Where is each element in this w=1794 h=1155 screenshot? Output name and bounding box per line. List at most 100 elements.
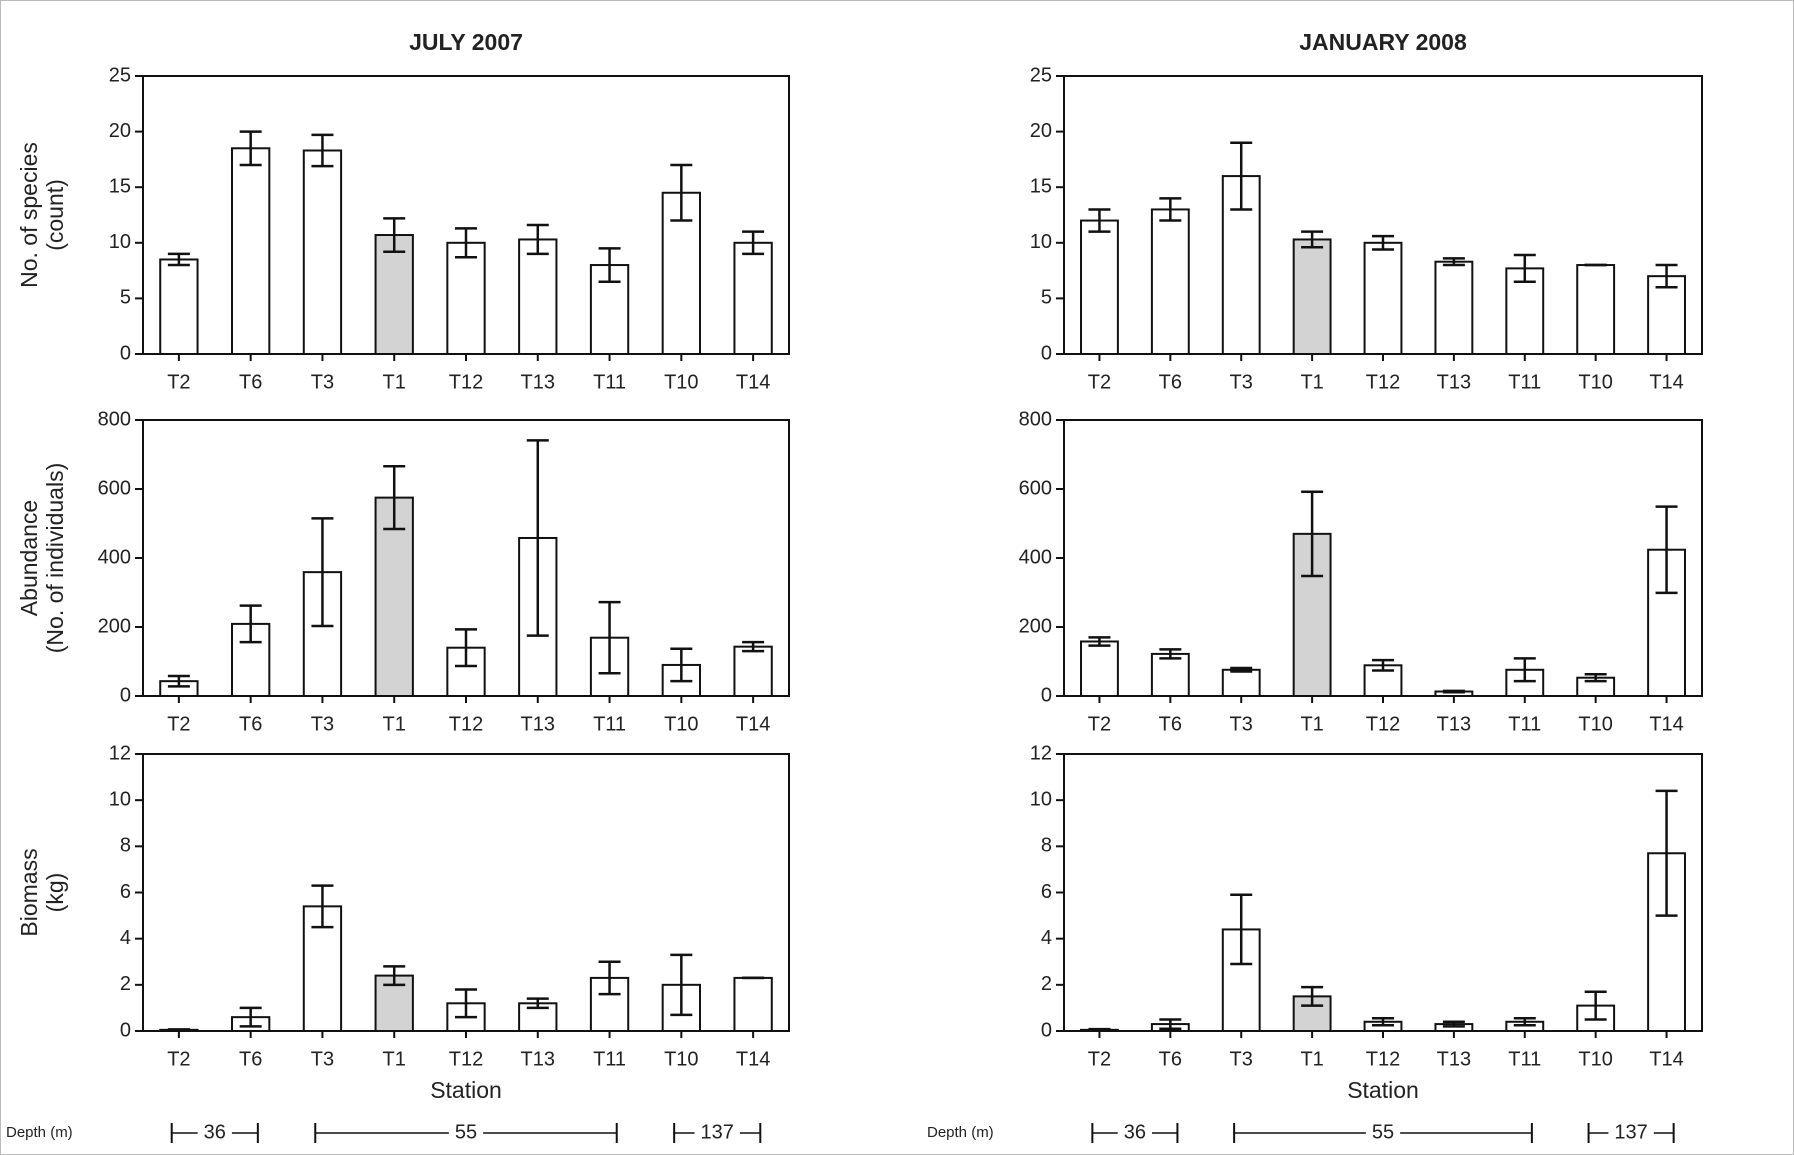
x-tick-label: T1 <box>1300 1048 1323 1070</box>
plot-frame <box>142 75 790 355</box>
y-tick-label: 200 <box>1019 615 1052 637</box>
x-tick-label: T6 <box>239 713 262 735</box>
y-axis-label: (kg) <box>42 873 68 913</box>
x-tick-label: T12 <box>449 371 483 393</box>
y-tick-label: 6 <box>120 881 131 903</box>
error-bar <box>1301 230 1324 249</box>
y-tick-label: 25 <box>109 64 131 86</box>
bar <box>302 149 343 355</box>
x-tick-label: T1 <box>1300 713 1323 735</box>
bar <box>159 258 199 356</box>
error-bar <box>1230 893 1253 966</box>
error-bar <box>383 464 406 531</box>
y-tick-label: 20 <box>109 120 131 142</box>
y-tick-label: 25 <box>1030 64 1052 86</box>
error-bar <box>455 227 477 259</box>
error-bar <box>1230 666 1253 673</box>
x-axis-label: Station <box>1347 1077 1419 1103</box>
x-tick-label: T6 <box>1159 371 1182 393</box>
depth-label: Depth (m) <box>927 1124 994 1141</box>
error-bar <box>1159 648 1182 660</box>
error-bar <box>526 439 549 637</box>
bar <box>1505 668 1545 698</box>
bar <box>1221 668 1261 698</box>
error-bar <box>383 965 406 987</box>
error-bar <box>1442 1020 1465 1028</box>
error-bar <box>1159 197 1182 222</box>
y-tick-label: 0 <box>1041 342 1052 364</box>
bar <box>1150 652 1190 697</box>
x-tick-label: T3 <box>1230 371 1253 393</box>
error-bar <box>1372 658 1394 672</box>
error-bar <box>742 640 765 653</box>
y-tick-label: 8 <box>1041 835 1052 857</box>
bar <box>1576 264 1616 356</box>
y-tick-label: 20 <box>1030 120 1052 142</box>
x-tick-label: T13 <box>521 1048 555 1070</box>
x-tick-label: T6 <box>239 371 262 393</box>
x-tick-label: T11 <box>1508 371 1541 393</box>
x-tick-label: T11 <box>1508 713 1541 735</box>
error-bar <box>455 628 477 668</box>
x-tick-label: T13 <box>1437 1048 1471 1070</box>
x-tick-label: T6 <box>1159 1048 1182 1070</box>
bar <box>374 234 414 356</box>
plot-frame <box>1063 419 1703 697</box>
depth-gap <box>448 1121 484 1145</box>
y-axis-label: (count) <box>42 179 68 251</box>
y-tick-label: 5 <box>1041 287 1052 309</box>
y-axis-label: Abundance <box>16 500 42 616</box>
x-tick-label: T3 <box>311 713 334 735</box>
depth-value: 55 <box>1372 1121 1394 1143</box>
bar <box>446 241 486 355</box>
x-tick-label: T3 <box>1230 1048 1253 1070</box>
bar <box>231 147 271 355</box>
error-bar <box>167 252 190 267</box>
x-tick-label: T2 <box>1088 371 1111 393</box>
error-bar <box>239 604 262 644</box>
error-bar <box>598 960 621 996</box>
error-bar <box>1655 263 1678 289</box>
bar <box>1080 640 1119 697</box>
bar <box>1080 219 1119 355</box>
x-tick-label: T10 <box>1578 713 1612 735</box>
y-tick-label: 4 <box>120 927 131 949</box>
x-tick-label: T11 <box>593 371 626 393</box>
depth-value: 55 <box>455 1121 477 1143</box>
x-tick-label: T3 <box>311 371 334 393</box>
y-tick-label: 12 <box>109 742 131 764</box>
bar <box>1647 275 1686 355</box>
error-bar <box>1584 990 1607 1021</box>
depth-gap <box>1365 1121 1401 1145</box>
depth-gap <box>694 1121 740 1145</box>
x-tick-label: T14 <box>1649 1048 1683 1070</box>
chart-title: JANUARY 2008 <box>1299 29 1467 55</box>
plot-frame <box>142 753 790 1032</box>
y-tick-label: 10 <box>1030 788 1052 810</box>
bar <box>733 241 773 355</box>
plot-frame <box>1063 753 1703 1032</box>
error-bar <box>1159 1018 1182 1030</box>
y-tick-label: 0 <box>120 1019 131 1041</box>
depth-gap <box>1117 1121 1153 1145</box>
x-tick-label: T11 <box>593 713 626 735</box>
error-bar <box>383 217 406 253</box>
plot-frame <box>142 419 790 697</box>
depth-gap <box>197 1121 232 1145</box>
bar <box>733 976 773 1032</box>
x-tick-label: T12 <box>1366 1048 1400 1070</box>
y-axis-label: No. of species <box>16 142 42 288</box>
y-tick-label: 8 <box>120 835 131 857</box>
error-bar <box>1230 141 1253 211</box>
x-tick-label: T13 <box>521 713 555 735</box>
depth-value: 137 <box>701 1121 734 1143</box>
error-bar <box>455 988 477 1019</box>
y-tick-label: 0 <box>120 342 131 364</box>
error-bar <box>311 517 334 628</box>
error-bar <box>742 230 765 256</box>
x-tick-label: T11 <box>1508 1048 1541 1070</box>
error-bar <box>311 133 334 168</box>
x-tick-label: T10 <box>664 371 698 393</box>
y-axis-label: Biomass <box>16 848 42 936</box>
